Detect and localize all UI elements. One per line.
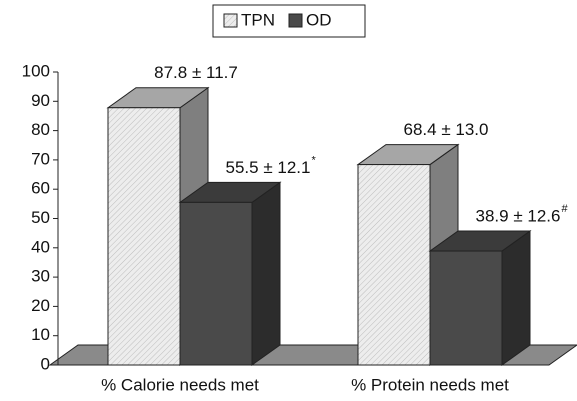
y-tick-label: 20 (31, 296, 50, 315)
bar (107, 107, 181, 366)
legend-label: OD (306, 10, 332, 29)
value-label: 68.4 ± 13.0 (404, 120, 489, 139)
legend-swatch (288, 13, 303, 28)
y-tick-label: 100 (22, 61, 50, 80)
y-tick-label: 0 (41, 354, 50, 373)
bar (179, 201, 253, 366)
x-tick-label: % Protein needs met (351, 375, 509, 394)
value-label: 55.5 ± 12.1 (226, 158, 311, 177)
value-label: 38.9 ± 12.6 (476, 207, 561, 226)
y-tick-label: 50 (31, 208, 50, 227)
value-label: 87.8 ± 11.7 (154, 63, 238, 82)
legend-label: TPN (241, 10, 275, 29)
bar (429, 250, 503, 366)
y-tick-label: 40 (31, 237, 50, 256)
value-label-superscript: * (311, 154, 316, 166)
bar-side (251, 181, 281, 366)
y-tick-label: 30 (31, 267, 50, 286)
x-tick-label: % Calorie needs met (101, 375, 259, 394)
bar (357, 164, 431, 366)
y-tick-label: 10 (31, 325, 50, 344)
y-tick-label: 80 (31, 120, 50, 139)
y-tick-label: 90 (31, 91, 50, 110)
bar-side (501, 230, 531, 366)
legend-swatch (223, 13, 238, 28)
y-tick-label: 70 (31, 149, 50, 168)
value-label-superscript: # (561, 203, 568, 215)
y-tick-label: 60 (31, 179, 50, 198)
